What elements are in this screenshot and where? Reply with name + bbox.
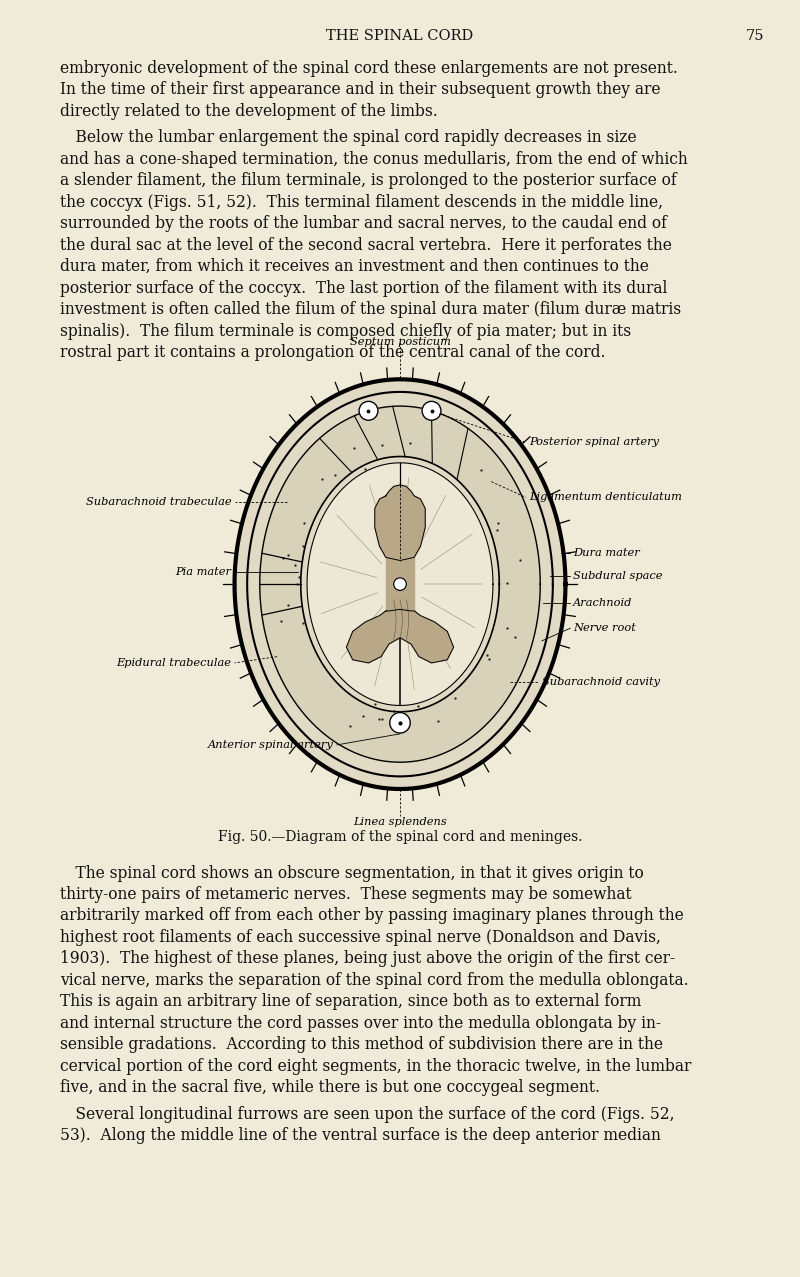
Text: the coccyx (Figs. 51, 52).  This terminal filament descends in the middle line,: the coccyx (Figs. 51, 52). This terminal… — [60, 194, 663, 211]
Polygon shape — [386, 557, 414, 610]
Text: Linea splendens: Linea splendens — [353, 817, 447, 827]
Polygon shape — [234, 379, 566, 789]
Text: Ligamentum denticulatum: Ligamentum denticulatum — [530, 493, 682, 502]
Circle shape — [390, 713, 410, 733]
Text: vical nerve, marks the separation of the spinal cord from the medulla oblongata.: vical nerve, marks the separation of the… — [60, 972, 689, 988]
Text: In the time of their first appearance and in their subsequent growth they are: In the time of their first appearance an… — [60, 82, 661, 98]
Polygon shape — [307, 462, 493, 705]
Text: posterior surface of the coccyx.  The last portion of the filament with its dura: posterior surface of the coccyx. The las… — [60, 280, 667, 296]
Circle shape — [394, 577, 406, 590]
Text: Below the lumbar enlargement the spinal cord rapidly decreases in size: Below the lumbar enlargement the spinal … — [60, 129, 637, 147]
Text: Anterior spinal artery: Anterior spinal artery — [208, 739, 334, 750]
Text: cervical portion of the cord eight segments, in the thoracic twelve, in the lumb: cervical portion of the cord eight segme… — [60, 1057, 691, 1075]
Text: thirty-one pairs of metameric nerves.  These segments may be somewhat: thirty-one pairs of metameric nerves. Th… — [60, 886, 632, 903]
Text: Dura mater: Dura mater — [574, 548, 640, 558]
Text: embryonic development of the spinal cord these enlargements are not present.: embryonic development of the spinal cord… — [60, 60, 678, 77]
Text: and internal structure the cord passes over into the medulla oblongata by in-: and internal structure the cord passes o… — [60, 1015, 661, 1032]
Text: Nerve root: Nerve root — [574, 623, 636, 633]
Text: sensible gradations.  According to this method of subdivision there are in the: sensible gradations. According to this m… — [60, 1036, 663, 1054]
Text: a slender filament, the filum terminale, is prolonged to the posterior surface o: a slender filament, the filum terminale,… — [60, 172, 677, 189]
Text: Arachnoid: Arachnoid — [574, 598, 633, 608]
Polygon shape — [374, 485, 426, 561]
Polygon shape — [346, 609, 454, 663]
Text: Subarachnoid cavity: Subarachnoid cavity — [542, 677, 660, 687]
Circle shape — [359, 401, 378, 420]
Text: Subdural space: Subdural space — [574, 571, 663, 581]
Text: Fig. 50.—Diagram of the spinal cord and meninges.: Fig. 50.—Diagram of the spinal cord and … — [218, 830, 582, 844]
Text: investment is often called the filum of the spinal dura mater (filum duræ matris: investment is often called the filum of … — [60, 301, 681, 318]
Text: 1903).  The highest of these planes, being just above the origin of the first ce: 1903). The highest of these planes, bein… — [60, 950, 675, 968]
Text: Septum posticum: Septum posticum — [350, 337, 450, 347]
Text: Several longitudinal furrows are seen upon the surface of the cord (Figs. 52,: Several longitudinal furrows are seen up… — [60, 1106, 674, 1122]
Text: and has a cone-shaped termination, the conus medullaris, from the end of which: and has a cone-shaped termination, the c… — [60, 151, 688, 169]
Text: highest root filaments of each successive spinal nerve (Donaldson and Davis,: highest root filaments of each successiv… — [60, 928, 661, 946]
Polygon shape — [260, 406, 540, 762]
Text: five, and in the sacral five, while there is but one coccygeal segment.: five, and in the sacral five, while ther… — [60, 1079, 600, 1096]
Text: the dural sac at the level of the second sacral vertebra.  Here it perforates th: the dural sac at the level of the second… — [60, 236, 672, 254]
Text: arbitrarily marked off from each other by passing imaginary planes through the: arbitrarily marked off from each other b… — [60, 908, 684, 925]
Text: THE SPINAL CORD: THE SPINAL CORD — [326, 29, 474, 43]
Text: dura mater, from which it receives an investment and then continues to the: dura mater, from which it receives an in… — [60, 258, 649, 276]
Text: 53).  Along the middle line of the ventral surface is the deep anterior median: 53). Along the middle line of the ventra… — [60, 1128, 661, 1144]
Text: Posterior spinal artery: Posterior spinal artery — [530, 437, 659, 447]
Text: spinalis).  The filum terminale is composed chiefly of pia mater; but in its: spinalis). The filum terminale is compos… — [60, 323, 631, 340]
Text: Pia mater: Pia mater — [175, 567, 231, 576]
Text: directly related to the development of the limbs.: directly related to the development of t… — [60, 103, 438, 120]
Circle shape — [422, 401, 441, 420]
Text: Subarachnoid trabeculae: Subarachnoid trabeculae — [86, 497, 231, 507]
Text: 75: 75 — [746, 29, 764, 43]
Text: The spinal cord shows an obscure segmentation, in that it gives origin to: The spinal cord shows an obscure segment… — [60, 865, 644, 881]
Text: surrounded by the roots of the lumbar and sacral nerves, to the caudal end of: surrounded by the roots of the lumbar an… — [60, 216, 667, 232]
Text: Epidural trabeculae: Epidural trabeculae — [116, 658, 231, 668]
Text: This is again an arbitrary line of separation, since both as to external form: This is again an arbitrary line of separ… — [60, 994, 642, 1010]
Text: rostral part it contains a prolongation of the central canal of the cord.: rostral part it contains a prolongation … — [60, 344, 606, 361]
